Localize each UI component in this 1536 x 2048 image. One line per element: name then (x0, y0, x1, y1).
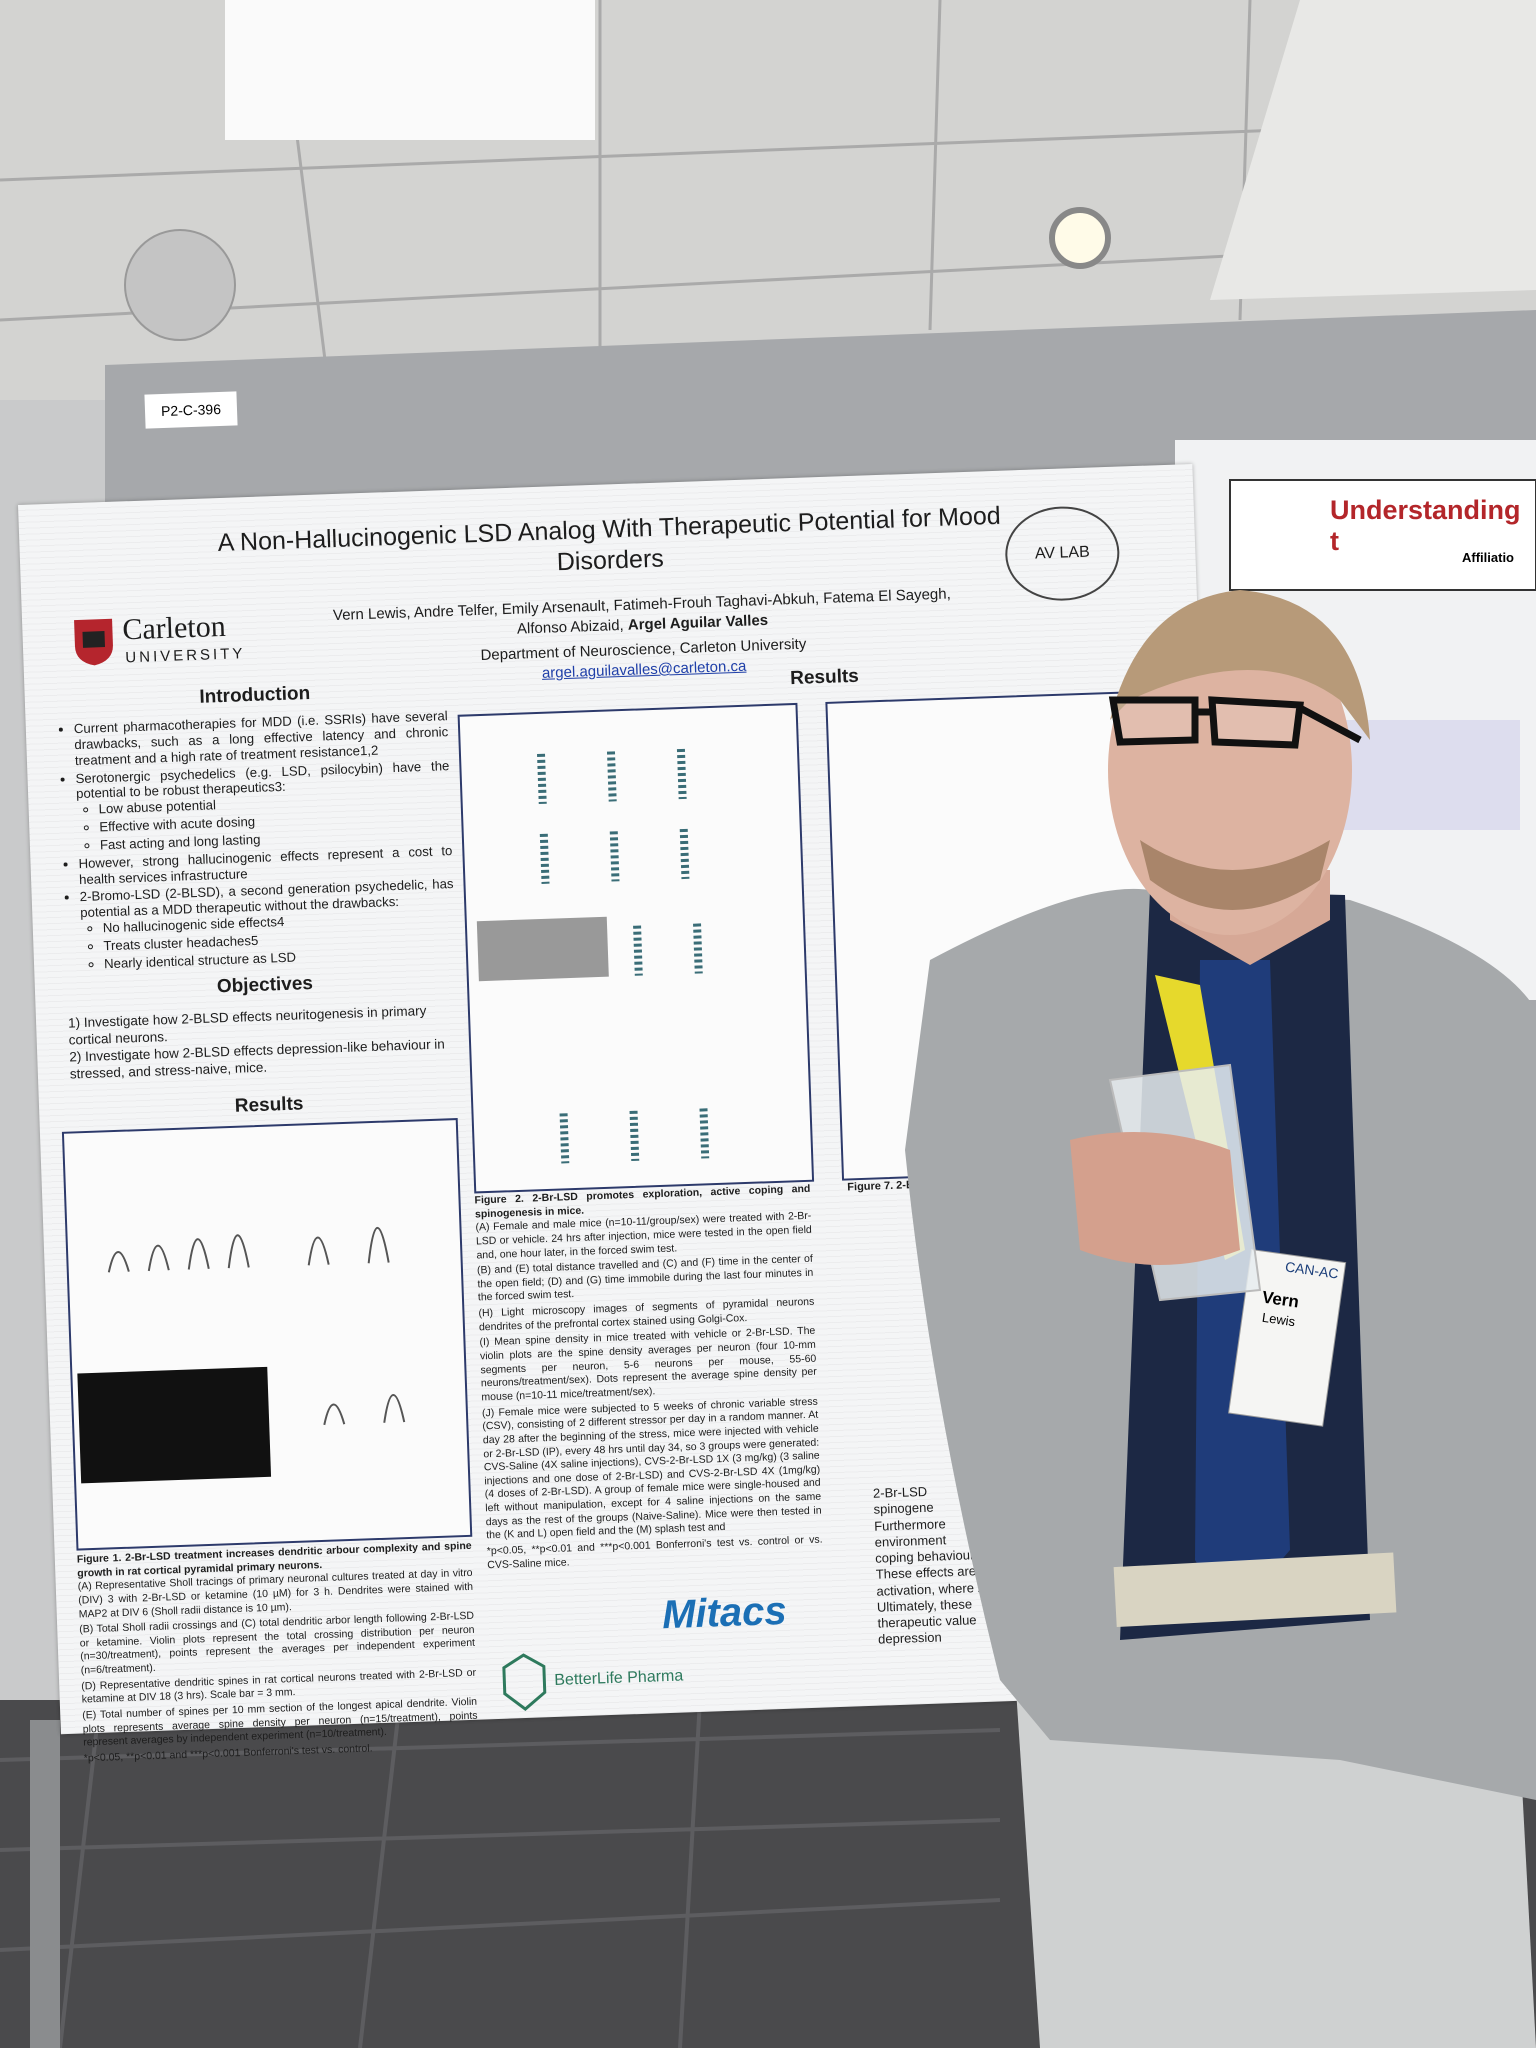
figure2-panels (457, 702, 815, 1194)
betterlife-icon (502, 1653, 547, 1711)
ceiling-grid (0, 0, 1536, 401)
head (1108, 605, 1352, 935)
speaker (124, 229, 236, 341)
hair (1110, 590, 1370, 740)
wall (1210, 0, 1536, 300)
beard (1140, 840, 1330, 910)
figure2-graphics (476, 748, 710, 1164)
belt (1113, 1552, 1397, 1628)
right-poster-figure (1340, 720, 1520, 830)
right-poster-affiliation: Affiliatio (1462, 550, 1514, 565)
carpet-pattern (0, 1699, 1001, 2048)
right-poster-title: Understanding t (1330, 495, 1521, 556)
glasses (1108, 696, 1362, 749)
downlight (1049, 207, 1111, 269)
right-poster-header (1229, 479, 1536, 591)
figure1-graphics (77, 1227, 406, 1484)
ceiling-light (225, 0, 595, 140)
badge (1228, 1248, 1347, 1427)
figure1-panels (61, 1118, 473, 1551)
carleton-shield (74, 618, 113, 666)
poster: A Non-Hallucinogenic LSD Analog With The… (18, 463, 1236, 1764)
board-leg (30, 1720, 60, 2048)
hand (1070, 1132, 1240, 1265)
